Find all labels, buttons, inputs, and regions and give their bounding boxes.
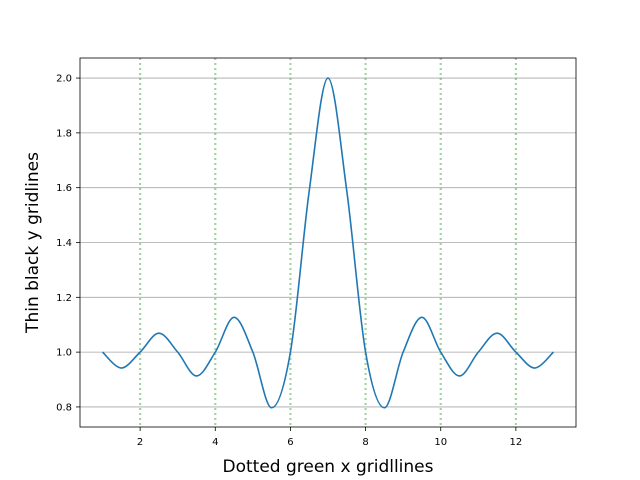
x-tick-label: 6: [287, 437, 293, 448]
y-tick-label: 1.2: [56, 293, 72, 304]
y-tick-label: 1.8: [56, 128, 72, 139]
x-gridlines: [139, 58, 517, 427]
y-tick-label: 2.0: [56, 74, 72, 85]
y-axis-label: Thin black y gridlines: [23, 152, 43, 334]
x-tick-label: 2: [137, 437, 143, 448]
series-line: [101, 77, 555, 409]
y-tick-label: 0.8: [56, 402, 72, 413]
y-gridlines: [80, 77, 576, 408]
x-axis-label: Dotted green x gridllines: [223, 457, 434, 477]
x-tick-label: 10: [434, 437, 447, 448]
y-tick-label: 1.4: [56, 238, 72, 249]
x-tick-label: 4: [212, 437, 218, 448]
x-tick-label: 8: [362, 437, 368, 448]
x-axis-ticks: 2 4 6 8 10 12: [137, 427, 522, 448]
y-tick-label: 1.6: [56, 183, 72, 194]
y-tick-label: 1.0: [56, 348, 72, 359]
y-axis-ticks: 0.8 1.0 1.2 1.4 1.6 1.8 2.0: [56, 74, 80, 413]
x-tick-label: 12: [510, 437, 523, 448]
